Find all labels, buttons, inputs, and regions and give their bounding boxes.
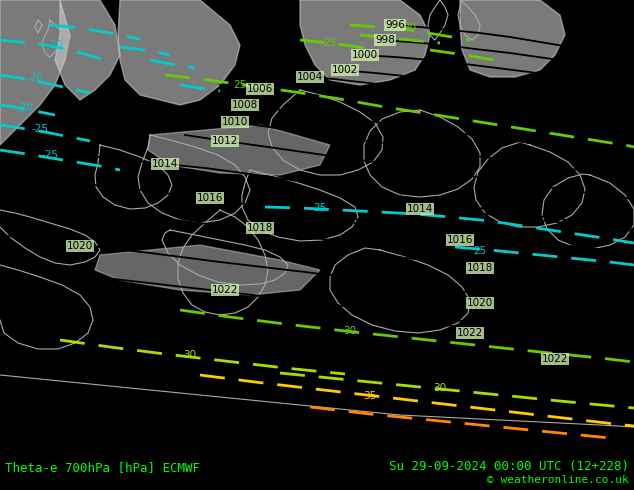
Text: -20: -20	[46, 40, 63, 50]
Text: 25: 25	[474, 246, 487, 256]
Text: 25: 25	[313, 203, 327, 213]
Text: 1014: 1014	[152, 159, 178, 169]
Text: 30: 30	[403, 23, 417, 33]
Text: 1016: 1016	[447, 235, 473, 245]
Text: 996: 996	[385, 20, 405, 30]
Text: © weatheronline.co.uk: © weatheronline.co.uk	[488, 475, 629, 485]
Polygon shape	[55, 0, 120, 100]
Text: 1010: 1010	[222, 117, 248, 127]
Text: 30: 30	[183, 350, 197, 360]
Text: 1018: 1018	[247, 223, 273, 233]
Text: 30: 30	[344, 326, 356, 336]
Text: -20: -20	[27, 73, 44, 83]
Text: 1020: 1020	[67, 241, 93, 251]
Text: 998: 998	[375, 35, 395, 45]
Text: -25: -25	[41, 150, 58, 160]
Text: 1004: 1004	[297, 72, 323, 82]
Polygon shape	[300, 0, 430, 85]
Text: 1020: 1020	[467, 298, 493, 308]
Text: -25: -25	[32, 124, 48, 134]
Polygon shape	[0, 0, 70, 145]
Text: 1018: 1018	[467, 263, 493, 273]
Text: 25: 25	[323, 38, 337, 48]
Text: Theta-e 700hPa [hPa] ECMWF: Theta-e 700hPa [hPa] ECMWF	[5, 462, 200, 474]
Text: 35: 35	[363, 391, 377, 401]
Text: Su 29-09-2024 00:00 UTC (12+228): Su 29-09-2024 00:00 UTC (12+228)	[389, 460, 629, 472]
Text: 1016: 1016	[197, 193, 223, 203]
Polygon shape	[148, 125, 330, 175]
Text: 1022: 1022	[457, 328, 483, 338]
Text: 1000: 1000	[352, 50, 378, 60]
Polygon shape	[95, 245, 320, 295]
Text: 1022: 1022	[212, 285, 238, 295]
Text: -20: -20	[16, 103, 34, 113]
Text: 30: 30	[434, 383, 446, 393]
Text: 25: 25	[233, 80, 247, 90]
Text: 1006: 1006	[247, 84, 273, 94]
Text: 1014: 1014	[407, 204, 433, 214]
Polygon shape	[460, 0, 565, 77]
Text: 1012: 1012	[212, 136, 238, 146]
Text: 1022: 1022	[542, 354, 568, 364]
Text: 1002: 1002	[332, 65, 358, 75]
Text: 1008: 1008	[232, 100, 258, 110]
Polygon shape	[118, 0, 240, 105]
